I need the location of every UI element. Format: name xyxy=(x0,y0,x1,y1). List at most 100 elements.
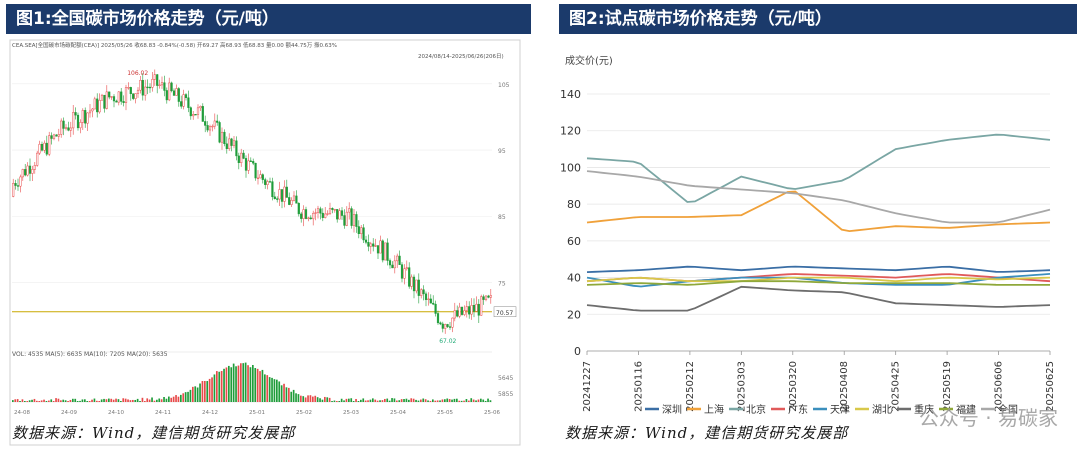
chart1-volume-bar xyxy=(477,399,480,402)
chart1-volume-bar xyxy=(362,398,365,402)
chart1-volume-bar xyxy=(26,401,29,402)
chart1-volume-bar xyxy=(441,399,444,402)
chart1-candle xyxy=(124,84,128,111)
chart1-candle xyxy=(307,216,310,222)
chart1-volume-bar xyxy=(175,395,177,402)
chart1-candle xyxy=(196,104,200,119)
chart1-candle xyxy=(192,111,195,120)
chart1-volume-bar xyxy=(122,398,125,402)
chart1-candle xyxy=(460,306,464,316)
chart1-volume-bar xyxy=(290,391,293,402)
chart2-legend-item: 深圳 xyxy=(645,404,682,416)
svg-text:上海: 上海 xyxy=(704,403,724,416)
chart1-candle xyxy=(261,173,264,184)
chart1-candle xyxy=(463,305,466,317)
chart1-volume-bar xyxy=(112,399,115,402)
chart1-candle xyxy=(348,202,351,220)
chart1-volume-bar xyxy=(352,401,355,402)
chart1-volume-bar xyxy=(48,400,50,402)
chart1-volume-bar xyxy=(398,400,401,402)
chart1-candle xyxy=(115,99,118,103)
chart1-volume-bar xyxy=(379,400,381,402)
chart1-volume-bar xyxy=(331,401,333,402)
chart1-candle xyxy=(12,178,15,198)
chart1-candle xyxy=(112,94,116,108)
svg-text:福建: 福建 xyxy=(956,403,976,416)
watermark: 公众号 · 易碳家 xyxy=(918,406,1058,430)
chart1-candle xyxy=(434,300,437,317)
chart1-candle xyxy=(213,113,216,130)
chart1-volume-bar xyxy=(410,398,413,402)
chart1-candle xyxy=(470,298,473,320)
chart2-x-tick: 20250519 xyxy=(942,361,953,412)
chart1-candle xyxy=(189,106,192,120)
chart1-volume-bar xyxy=(52,401,55,402)
chart1-volume-bar xyxy=(288,387,290,402)
chart1-candle xyxy=(328,202,332,216)
chart1-candle xyxy=(324,207,327,219)
chart1-candle xyxy=(201,103,204,122)
chart1-y-tick: 95 xyxy=(498,148,506,155)
chart1-volume-bar xyxy=(170,397,173,402)
chart1-volume-bar xyxy=(465,399,468,402)
chart1-candle xyxy=(420,288,423,299)
chart1-candle xyxy=(43,140,46,154)
chart1-candle xyxy=(187,90,190,113)
chart1-candle xyxy=(105,85,108,110)
chart1-volume-bar xyxy=(153,400,156,402)
chart1-volume-bar xyxy=(148,399,151,402)
chart1-volume-bar xyxy=(12,400,14,402)
chart1-volume-bar xyxy=(295,393,297,402)
chart1-volume-bar xyxy=(211,377,213,402)
chart1-candle xyxy=(242,150,245,160)
chart1-volume-bar xyxy=(187,391,189,402)
chart1-volume-bar xyxy=(165,398,168,402)
chart1-candle xyxy=(50,132,53,145)
chart1-x-tick: 24-08 xyxy=(14,410,30,416)
chart1-volume-bar xyxy=(84,399,86,402)
chart1-candle xyxy=(482,294,485,305)
chart1-volume-bar xyxy=(249,367,252,402)
chart1-volume-bar xyxy=(268,377,271,402)
chart1-volume-bar xyxy=(405,398,408,402)
chart1-candle xyxy=(153,69,156,86)
chart1-volume-bar xyxy=(163,397,165,402)
chart1-volume-bar xyxy=(453,398,456,402)
chart1-volume-bar xyxy=(458,400,461,402)
chart1-volume-bar xyxy=(333,400,336,402)
chart1-candle xyxy=(240,148,243,167)
chart1-volume-bar xyxy=(415,399,417,402)
chart1-volume-bar xyxy=(309,395,312,402)
chart1-candle xyxy=(472,298,476,318)
chart1-candle xyxy=(175,84,178,96)
chart1-candle xyxy=(408,262,411,289)
chart1-volume-bar xyxy=(345,398,348,402)
chart2-series-line xyxy=(586,190,1051,233)
chart2-series-line xyxy=(586,170,1051,224)
chart1-volume-bar xyxy=(220,371,223,402)
chart1-volume-bar xyxy=(266,375,269,402)
chart2-lines xyxy=(586,133,1051,312)
chart1-candle xyxy=(448,321,452,330)
svg-text:70.57: 70.57 xyxy=(496,310,513,317)
chart1-volume-bar xyxy=(81,399,84,402)
chart1-volume-bar xyxy=(208,378,211,402)
chart1-volume-bar xyxy=(432,399,434,402)
chart2-y-tick: 80 xyxy=(567,198,581,211)
chart1-candle xyxy=(338,208,341,220)
chart1-volume-bar xyxy=(254,367,257,402)
svg-text:深圳: 深圳 xyxy=(662,404,682,416)
chart1-candle xyxy=(381,239,384,263)
chart1-volume-bar xyxy=(386,398,389,402)
chart1-candle xyxy=(38,140,41,155)
chart1-volume-bar xyxy=(139,401,141,402)
chart1-volume-bar xyxy=(14,399,17,402)
chart1-candles: 106.02 67.02 xyxy=(12,69,492,345)
chart1-x-tick: 24-11 xyxy=(155,410,171,416)
chart1-candle xyxy=(139,76,142,94)
chart1-volume-bar xyxy=(124,398,127,402)
chart1-candle xyxy=(374,238,377,248)
chart1-volume-bar xyxy=(206,381,209,402)
chart2-x-tick: 20250408 xyxy=(839,361,850,412)
chart1-candle xyxy=(14,179,17,190)
